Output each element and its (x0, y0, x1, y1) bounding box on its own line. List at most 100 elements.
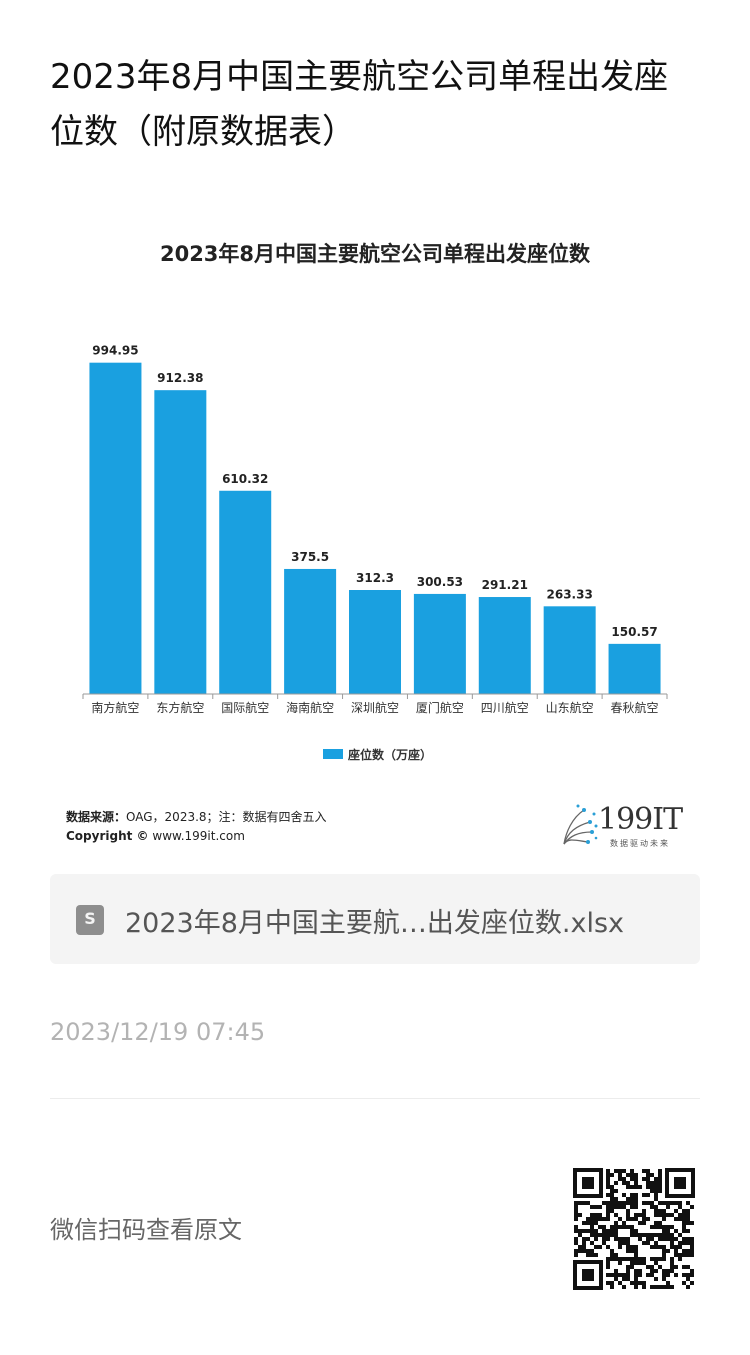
qr-module (582, 1229, 586, 1233)
qr-module (606, 1181, 610, 1185)
attachment-card[interactable]: S 2023年8月中国主要航…出发座位数.xlsx (50, 874, 700, 964)
qr-module (642, 1217, 646, 1221)
bar-chart: 2023年8月中国主要航空公司单程出发座位数 994.95 912.38 610.3… (82, 242, 668, 762)
qr-module (654, 1221, 658, 1225)
qr-module (614, 1233, 618, 1237)
qr-module (678, 1253, 682, 1257)
qr-module (574, 1201, 578, 1205)
qr-module (682, 1249, 686, 1253)
qr-module (682, 1241, 686, 1245)
source-line: 数据来源：OAG，2023.8；注：数据有四舍五入 (66, 808, 327, 825)
qr-module (622, 1221, 626, 1225)
qr-module (610, 1185, 614, 1189)
qr-module (638, 1281, 642, 1285)
attachment-file-name[interactable]: 2023年8月中国主要航…出发座位数.xlsx (125, 908, 624, 939)
qr-module (662, 1273, 666, 1277)
qr-module (670, 1285, 674, 1289)
qr-module (654, 1197, 658, 1201)
qr-module (678, 1233, 682, 1237)
qr-module (630, 1229, 634, 1233)
qr-module (606, 1261, 610, 1265)
qr-module (638, 1185, 642, 1189)
qr-module (618, 1261, 622, 1265)
qr-module (594, 1229, 598, 1233)
qr-module (674, 1265, 678, 1269)
value-labels-group: 994.95 912.38 610.32 375.5 312.3 300.53 291.21… (92, 344, 657, 639)
bar (89, 362, 142, 694)
qr-module (582, 1201, 586, 1205)
qr-module (662, 1213, 666, 1217)
qr-module (582, 1221, 586, 1225)
qr-module (594, 1221, 598, 1225)
qr-module (614, 1229, 618, 1233)
qr-module (650, 1265, 654, 1269)
qr-module (578, 1233, 582, 1237)
qr-module (626, 1249, 630, 1253)
qr-module (670, 1241, 674, 1245)
qr-module (670, 1201, 674, 1205)
qr-module (622, 1177, 626, 1181)
qr-module (638, 1273, 642, 1277)
qr-module (654, 1245, 658, 1249)
qr-module (642, 1241, 646, 1245)
qr-module (630, 1193, 634, 1197)
qr-module (686, 1277, 690, 1281)
qr-module (598, 1245, 602, 1249)
qr-module (598, 1233, 602, 1237)
qr-module (586, 1221, 590, 1225)
qr-module (574, 1229, 578, 1233)
qr-module (626, 1201, 630, 1205)
qr-module (574, 1249, 578, 1253)
qr-module (674, 1249, 678, 1253)
qr-module (634, 1213, 638, 1217)
x-ticks-group (82, 694, 668, 699)
qr-module (622, 1273, 626, 1277)
qr-module (618, 1241, 622, 1245)
qr-module (658, 1181, 662, 1185)
qr-module (602, 1201, 606, 1205)
qr-module (634, 1201, 638, 1205)
qr-module (618, 1225, 622, 1229)
qr-module (650, 1201, 654, 1205)
qr-module (622, 1237, 626, 1241)
qr-module (650, 1181, 654, 1185)
qr-module (614, 1201, 618, 1205)
category-label: 厦门航空 (416, 700, 464, 715)
qr-module (686, 1229, 690, 1233)
qr-module (606, 1217, 610, 1221)
qr-module (670, 1257, 674, 1261)
qr-module (574, 1253, 578, 1257)
qr-module (674, 1201, 678, 1205)
qr-module (598, 1205, 602, 1209)
qr-module (630, 1205, 634, 1209)
qr-module (574, 1205, 578, 1209)
qr-module (598, 1217, 602, 1221)
qr-module (634, 1217, 638, 1221)
copyright-line: Copyright © www.199it.com (66, 829, 245, 843)
qr-module (610, 1193, 614, 1197)
qr-module (638, 1213, 642, 1217)
qr-module (594, 1213, 598, 1217)
qr-module (650, 1245, 654, 1249)
qr-module (666, 1201, 670, 1205)
qr-module (662, 1269, 666, 1273)
qr-module (646, 1217, 650, 1221)
qr-module (646, 1169, 650, 1173)
qr-module (630, 1173, 634, 1177)
qr-module (658, 1237, 662, 1241)
qr-module (606, 1185, 610, 1189)
qr-module (642, 1285, 646, 1289)
qr-module (622, 1225, 626, 1229)
qr-module (630, 1201, 634, 1205)
qr-module (618, 1201, 622, 1205)
qr-module (658, 1169, 662, 1173)
qr-module (662, 1285, 666, 1289)
qr-module (650, 1257, 654, 1261)
qr-module (602, 1225, 606, 1229)
qr-module (634, 1173, 638, 1177)
qr-module (634, 1261, 638, 1265)
qr-module (634, 1257, 638, 1261)
qr-module (602, 1217, 606, 1221)
qr-module (586, 1249, 590, 1253)
category-labels-group: 南方航空 东方航空 国际航空 海南航空 深圳航空 厦门航空 四川航空 山东航空 春秋航空 (91, 700, 658, 715)
